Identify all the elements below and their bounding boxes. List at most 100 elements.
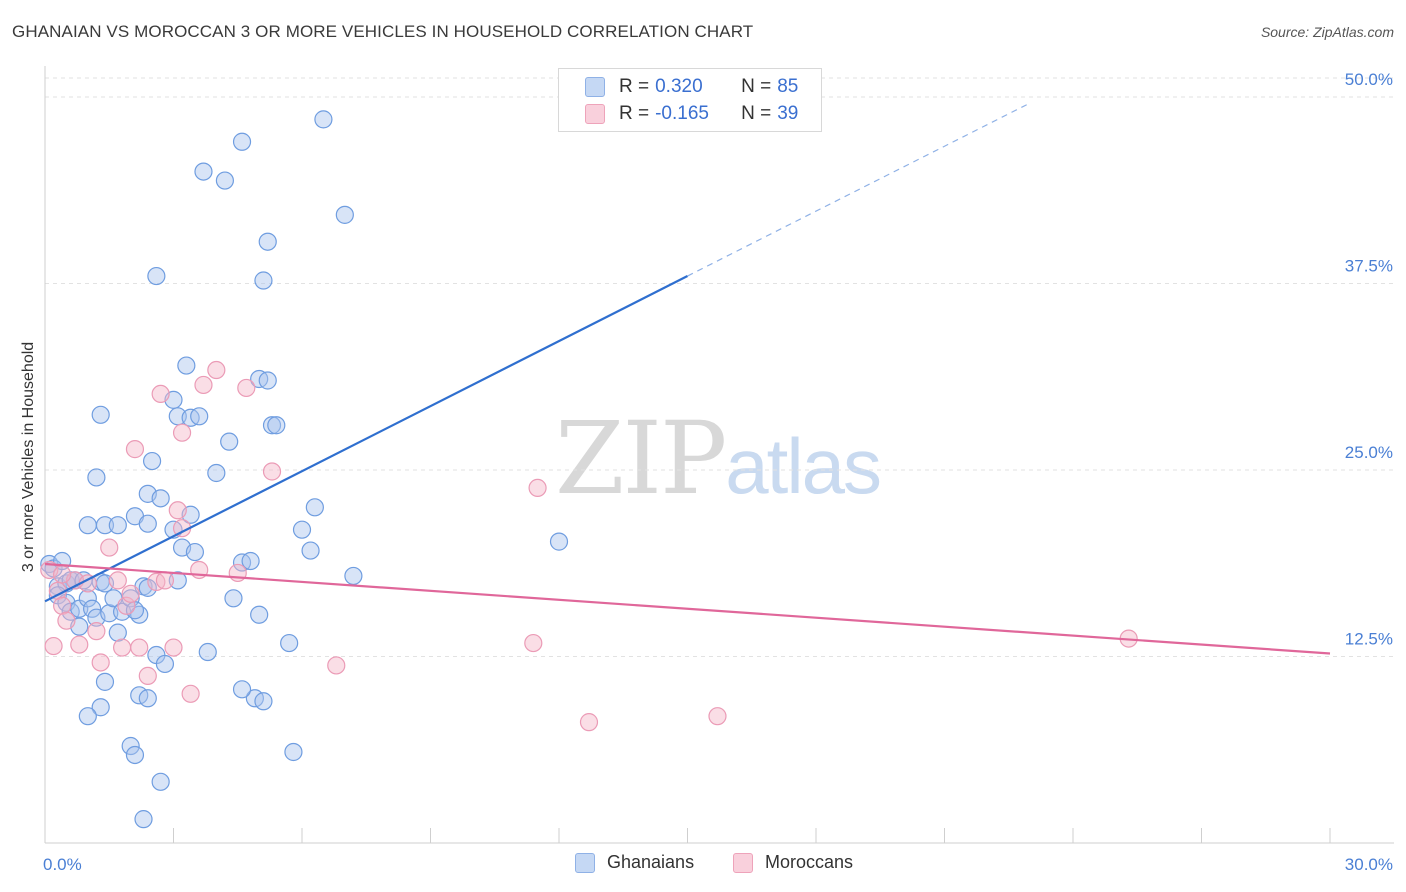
x-tick-label: 0.0%: [43, 855, 82, 874]
moroccan-point: [262, 462, 282, 481]
ghanaian-point: [134, 810, 153, 829]
moroccan-point: [172, 423, 192, 442]
moroccan-point: [138, 666, 157, 685]
ghanaian-point: [138, 514, 157, 533]
ghanaian-point: [258, 232, 277, 251]
ghanaian-point: [254, 271, 273, 290]
ghanaian-point: [168, 571, 187, 590]
moroccan-point: [524, 633, 543, 653]
moroccan-point: [57, 611, 76, 630]
legend-row-ghanaians: R = 0.320 N = 85: [585, 74, 798, 100]
chart-title: GHANAIAN VS MOROCCAN 3 OR MORE VEHICLES …: [12, 22, 754, 41]
ghanaian-point: [78, 589, 97, 608]
y-tick-label: 50.0%: [1345, 70, 1393, 89]
ghanaian-point: [250, 605, 269, 624]
ghanaian-point: [207, 463, 226, 483]
ghanaian-point: [138, 689, 157, 708]
correlation-legend: R = 0.320 N = 85 R = -0.165 N = 39: [558, 68, 822, 132]
legend-swatch-moroccans: [733, 852, 753, 873]
moroccan-point: [87, 622, 106, 641]
ghanaian-point: [232, 680, 252, 699]
legend-r-value: -0.165: [655, 103, 709, 124]
legend-row-moroccans: R = -0.165 N = 39: [585, 101, 798, 127]
ghanaian-point: [78, 516, 97, 535]
legend-item-ghanaians[interactable]: Ghanaians: [575, 852, 694, 873]
ghanaian-point: [177, 356, 196, 375]
legend-swatch-moroccans: [585, 104, 605, 124]
watermark-zip: ZIP: [555, 400, 727, 517]
ghanaian-point: [284, 742, 303, 762]
legend-n-value: 85: [777, 76, 799, 97]
ghanaian-trendline-extension: [687, 102, 1031, 277]
ghanaian-point: [314, 110, 333, 129]
ghanaian-point: [280, 633, 299, 653]
moroccan-point: [327, 656, 346, 675]
moroccan-point: [164, 638, 183, 657]
ghanaian-point: [258, 371, 277, 390]
ghanaian-point: [87, 468, 106, 487]
moroccan-point: [91, 653, 110, 672]
y-tick-label: 12.5%: [1345, 630, 1393, 649]
legend-n-label: N =: [741, 76, 772, 97]
watermark-atlas: atlas: [725, 422, 882, 510]
moroccan-point: [125, 440, 145, 459]
legend-r-label: R =: [619, 103, 650, 124]
ghanaian-point: [78, 707, 97, 726]
moroccan-point: [168, 501, 187, 520]
moroccan-point: [70, 635, 89, 654]
zipatlas-watermark: ZIPatlas: [555, 400, 882, 517]
trend-lines: [44, 102, 1331, 655]
legend-n-label: N =: [741, 103, 772, 124]
ghanaian-point: [142, 451, 162, 471]
ghanaian-point: [301, 541, 320, 560]
ghanaian-point: [220, 432, 239, 451]
legend-label-ghanaians: Ghanaians: [607, 852, 695, 872]
moroccan-point: [579, 713, 599, 732]
ghanaian-point: [121, 736, 140, 756]
tick-labels: 12.5% 25.0% 37.5% 50.0% 0.0% 30.0%: [43, 70, 1393, 874]
ghanaian-point: [305, 498, 324, 517]
moroccan-point: [181, 684, 200, 703]
moroccan-point: [53, 565, 72, 584]
y-axis-label: 3 or more Vehicles in Household: [20, 342, 37, 572]
ghanaian-point: [335, 205, 354, 224]
ghanaian-point: [151, 489, 170, 508]
moroccan-point: [237, 378, 256, 398]
moroccan-point: [155, 571, 175, 590]
moroccan-point: [528, 478, 547, 498]
ghanaian-point: [241, 551, 260, 571]
moroccan-point: [100, 538, 119, 557]
ghanaian-point: [194, 162, 213, 181]
moroccan-point: [112, 638, 132, 657]
series-legend: Ghanaians Moroccans: [0, 852, 1406, 878]
moroccan-point: [130, 638, 149, 657]
legend-r-label: R =: [619, 76, 650, 97]
ghanaian-point: [125, 745, 145, 765]
legend-label-moroccans: Moroccans: [765, 852, 854, 872]
ghanaian-point: [147, 266, 166, 286]
legend-swatch-ghanaians: [585, 77, 605, 97]
ghanaian-point: [185, 542, 205, 562]
ghanaian-point: [108, 516, 127, 535]
ghanaian-point: [95, 516, 115, 535]
ghanaian-point: [198, 642, 217, 662]
x-tick-label: 30.0%: [1345, 855, 1393, 874]
ghanaians-points: [40, 110, 569, 829]
moroccan-point: [117, 596, 136, 615]
ghanaian-point: [224, 589, 243, 608]
moroccan-trendline: [44, 562, 1331, 655]
legend-swatch-ghanaians: [575, 852, 595, 873]
legend-r-value: 0.320: [655, 76, 703, 97]
legend-item-moroccans[interactable]: Moroccans: [733, 852, 853, 873]
ghanaian-point: [155, 654, 175, 674]
ghanaian-point: [91, 405, 110, 424]
ghanaian-point: [262, 416, 282, 435]
moroccan-point: [708, 707, 727, 726]
y-tick-label: 25.0%: [1345, 443, 1393, 462]
ghanaian-point: [232, 132, 252, 151]
moroccan-point: [108, 571, 127, 590]
source-label: Source: ZipAtlas.com: [1260, 24, 1394, 40]
moroccan-point: [151, 384, 170, 404]
ghanaian-trendline: [44, 275, 688, 603]
